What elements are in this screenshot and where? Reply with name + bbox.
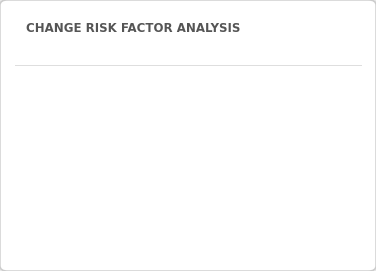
Text: 76: 76 — [177, 186, 190, 196]
Bar — [23, 139, 195, 162]
Bar — [23, 180, 173, 202]
Text: 87: 87 — [199, 146, 211, 155]
Bar — [23, 99, 280, 121]
Text: 130: 130 — [284, 105, 303, 115]
Text: CHANGE RISK FACTOR ANALYSIS: CHANGE RISK FACTOR ANALYSIS — [26, 22, 241, 35]
Bar — [23, 221, 147, 243]
Text: 63: 63 — [152, 227, 164, 237]
